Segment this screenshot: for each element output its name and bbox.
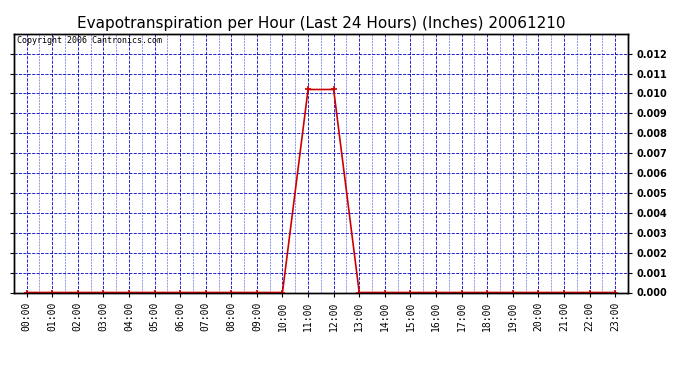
Text: Copyright 2006 Cantronics.com: Copyright 2006 Cantronics.com	[17, 36, 162, 45]
Title: Evapotranspiration per Hour (Last 24 Hours) (Inches) 20061210: Evapotranspiration per Hour (Last 24 Hou…	[77, 16, 565, 31]
